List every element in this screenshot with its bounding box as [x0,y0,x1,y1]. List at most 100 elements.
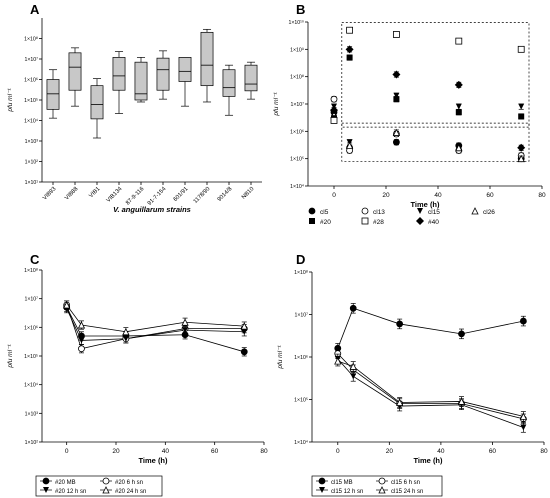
x-tick-label: VIB134 [106,186,124,204]
legend-label-cl15 24 h sn: cl15 24 h sn [391,489,423,495]
legend-marker-#28 [361,217,369,225]
point-cl26 [392,128,401,136]
y-tick-label: 1×10⁵ [290,157,304,163]
point-cl15 24 h sn [334,357,342,365]
point-#20 MB [240,348,248,356]
x-tick-label: 20 [386,448,394,455]
point-#20 6 h sn [78,345,85,353]
legend-label-#20 MB: #20 MB [55,480,76,486]
legend-label-cl15 MB: cl15 MB [331,480,353,486]
x-tick-label: 80 [260,448,268,455]
legend-label-#20: #20 [320,219,331,226]
point-#28 [330,117,338,124]
x-axis-label: Time (h) [138,456,168,465]
series-line-cl15 6 h sn [337,353,524,420]
group-box-lower [341,122,530,162]
y-tick-label: 1×10⁸ [294,270,308,276]
x-axis-label: V. anguillarum strains [113,205,191,214]
series-line-#20 MB [66,307,245,353]
legend-marker-#20 24 h sn [102,486,110,494]
y-tick-label: 1×10⁷ [24,57,38,63]
point-#20 24 h sn [63,301,71,309]
point-cl15 MB [349,304,357,312]
y-tick-label: 1×10⁷ [294,313,308,319]
panel-label-a: A [30,2,40,17]
y-tick-label: 1×10⁷ [290,102,304,108]
x-tick-label: 80 [538,192,546,199]
y-axis-label: pfu ml⁻¹ [7,344,14,369]
legend-marker-cl15 MB [318,477,326,485]
group-box-upper [341,22,530,128]
x-tick-label: 80 [540,448,548,455]
x-tick-label: 0 [65,448,69,455]
point-cl15 MB [458,330,465,338]
box-91-7-154 [156,57,170,91]
x-tick-label: 9014/8 [217,186,234,203]
point-#28 [392,31,400,38]
point-#20 24 h sn [240,322,248,330]
legend-marker-#20 6 h sn [102,477,110,485]
y-tick-label: 1×10⁸ [24,268,38,274]
legend-marker-cl15 [417,208,423,214]
x-tick-label: 0 [336,448,340,455]
point-cl5 [392,138,400,146]
point-#40 [345,45,354,54]
point-#28 [517,45,525,53]
point-#20 24 h sn [122,327,130,336]
x-axis-label: Time (h) [410,200,440,209]
x-tick-label: 91-7-154 [147,186,168,207]
y-tick-label: 1×10⁶ [24,78,38,84]
point-cl15 24 h sn [457,397,466,405]
y-tick-label: 1×10² [25,440,39,446]
legend-label-cl15 6 h sn: cl15 6 h sn [391,480,420,486]
point-#20 [455,109,462,116]
point-cl15 MB [396,320,404,328]
x-tick-label: NB10 [241,186,256,201]
x-tick-label: 60 [486,192,494,199]
y-axis-label: pfu ml⁻¹ [273,92,280,117]
point-#20 [346,54,353,61]
y-tick-label: 1×10³ [25,411,39,417]
y-axis-label: pfu ml⁻¹ [277,345,284,370]
point-#20 [393,96,400,103]
box-9014/8 [222,69,236,97]
point-#40 [392,70,401,79]
point-#20 [518,113,525,120]
point-#20 12 h sn [122,335,129,342]
point-#28 [455,37,463,45]
point-cl15 24 h sn [349,362,357,370]
x-axis-label: Time (h) [413,456,443,465]
legend-marker-cl13 [361,207,369,215]
x-tick-label: 601/91 [173,186,190,203]
x-tick-label: 0 [332,192,336,199]
point-cl15 24 h sn [519,412,528,420]
y-tick-label: 1×10¹ [25,180,39,186]
y-tick-label: 1×10⁷ [24,297,38,303]
legend-box [311,475,443,497]
legend-label-#20 24 h sn: #20 24 h sn [115,489,146,495]
box-VIB1 [90,85,104,120]
y-tick-label: 1×10⁵ [24,98,38,104]
point-#40 [330,106,338,115]
point-#20 24 h sn [77,321,86,329]
y-tick-label: 1×10⁵ [24,354,38,360]
series-line-cl15 24 h sn [337,360,524,417]
point-cl26 [345,141,354,150]
legend-marker-#20 MB [42,477,50,485]
y-tick-label: 1×10⁶ [294,355,308,361]
x-tick-label: 60 [489,448,497,455]
y-tick-label: 1×10⁴ [24,119,38,125]
point-cl15 [518,103,525,110]
legend-box [35,475,163,497]
point-cl15 MB [519,317,527,325]
point-#20 24 h sn [181,318,189,326]
legend-marker-#40 [416,217,424,225]
y-tick-label: 1×10³ [25,139,39,145]
y-tick-label: 1×10⁶ [24,325,38,331]
legend-marker-#20 12 h sn [43,487,49,493]
x-tick-label: VIB1 [88,186,101,199]
y-tick-label: 1×10⁴ [294,440,308,446]
y-tick-label: 1×10⁵ [294,398,308,404]
x-tick-label: 40 [434,192,442,199]
